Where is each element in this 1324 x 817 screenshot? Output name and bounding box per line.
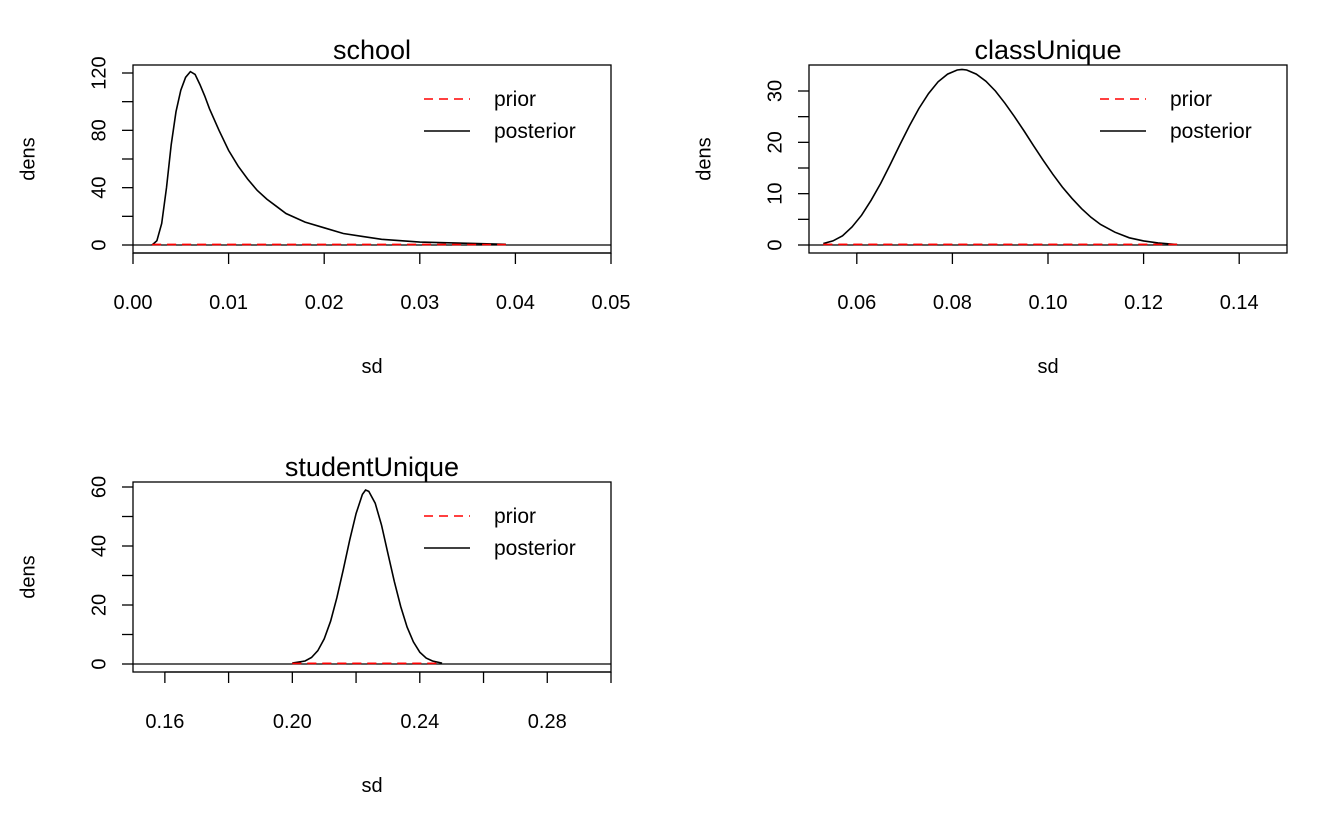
y-axis-label: dens xyxy=(17,555,39,598)
y-tick-label: 20 xyxy=(764,131,786,153)
chart-title: school xyxy=(333,35,411,65)
y-tick-label: 40 xyxy=(88,535,110,557)
y-tick-label: 0 xyxy=(764,239,786,250)
panel-studentUnique: 0 20 40 60 0.16 0.20 0.24 0.28 studentUnique sd de… xyxy=(17,452,612,797)
x-tick-label: 0.05 xyxy=(592,292,631,314)
legend-label-prior: prior xyxy=(494,88,536,111)
x-tick-label: 0.06 xyxy=(837,292,876,314)
y-axis-label: dens xyxy=(693,137,715,180)
x-axis-label: sd xyxy=(361,356,382,378)
x-tick-label: 0.00 xyxy=(114,292,153,314)
y-tick-label: 80 xyxy=(88,119,110,141)
y-tick-label: 30 xyxy=(764,80,786,102)
x-tick-label: 0.02 xyxy=(305,292,344,314)
legend-label-prior: prior xyxy=(1170,88,1212,111)
plot-frame xyxy=(132,64,612,254)
x-tick-label: 0.08 xyxy=(933,292,972,314)
x-tick-label: 0.03 xyxy=(400,292,439,314)
series-line-posterior xyxy=(823,68,1178,246)
x-axis-label: sd xyxy=(1037,356,1058,378)
panel-school: 0 40 80 120 0.00 0.01 0.02 0.03 0.04 0.05 school sd… xyxy=(17,35,630,378)
chart-title: studentUnique xyxy=(285,452,459,482)
y-axis-label: dens xyxy=(17,137,39,180)
y-tick-label: 0 xyxy=(88,239,110,250)
plot-frame xyxy=(808,64,1288,254)
y-tick-label: 120 xyxy=(88,56,110,89)
legend-label-posterior: posterior xyxy=(494,120,576,143)
plot-frame xyxy=(132,481,612,673)
x-tick-label: 0.20 xyxy=(273,711,312,733)
legend-label-posterior: posterior xyxy=(494,537,576,560)
y-tick-label: 0 xyxy=(88,658,110,669)
x-tick-label: 0.01 xyxy=(209,292,248,314)
x-tick-label: 0.16 xyxy=(145,711,184,733)
panel-classUnique: 0 10 20 30 0.06 0.08 0.10 0.12 0.14 classUnique sd… xyxy=(693,35,1288,378)
x-tick-label: 0.04 xyxy=(496,292,535,314)
x-tick-label: 0.10 xyxy=(1029,292,1068,314)
series-line-posterior xyxy=(292,489,443,664)
y-tick-label: 20 xyxy=(88,594,110,616)
chart-title: classUnique xyxy=(974,35,1121,65)
legend-label-posterior: posterior xyxy=(1170,120,1252,143)
y-tick-label: 40 xyxy=(88,177,110,199)
legend-label-prior: prior xyxy=(494,505,536,528)
x-tick-label: 0.24 xyxy=(400,711,439,733)
x-tick-label: 0.28 xyxy=(528,711,567,733)
x-tick-label: 0.12 xyxy=(1124,292,1163,314)
y-tick-label: 10 xyxy=(764,183,786,205)
series-line-posterior xyxy=(151,70,506,246)
x-axis-label: sd xyxy=(361,775,382,797)
y-tick-label: 60 xyxy=(88,476,110,498)
x-tick-label: 0.14 xyxy=(1220,292,1259,314)
